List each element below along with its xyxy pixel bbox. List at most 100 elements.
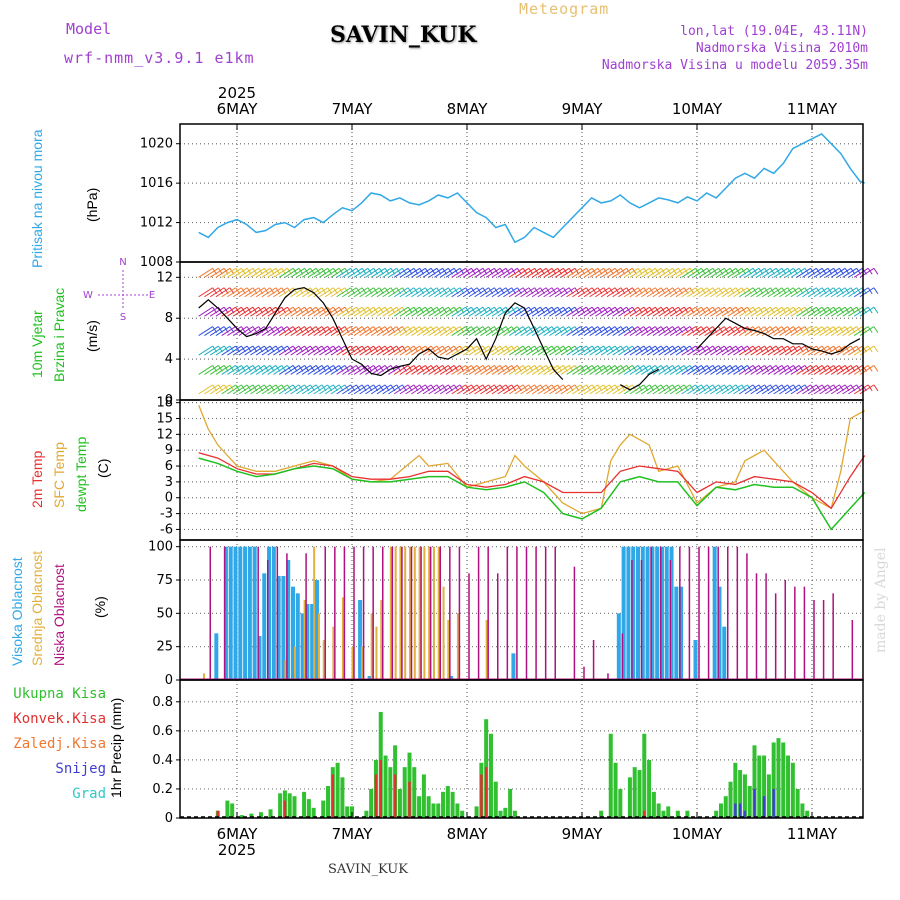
precip-bar-0: [747, 786, 752, 818]
wind-barb: [744, 345, 760, 356]
wind-barb: [738, 306, 754, 317]
precip-bar-0: [488, 733, 493, 818]
wind-barb: [336, 306, 351, 317]
cloud-bar-high: [300, 613, 305, 680]
wind-barb: [825, 287, 840, 298]
wind-barb: [577, 345, 593, 356]
wind-barb: [813, 287, 829, 298]
wind-barb: [738, 345, 754, 356]
wind-barb: [382, 267, 397, 278]
wind-barb-flag: [873, 268, 879, 275]
wind-barb: [807, 384, 823, 395]
wind-barb: [382, 287, 397, 298]
wind-barb: [198, 326, 213, 337]
wind-barb: [853, 267, 869, 278]
wind-barb: [255, 326, 271, 337]
wind-barb: [296, 267, 311, 278]
cloud-bar-high: [267, 546, 272, 680]
wind-barb: [255, 287, 271, 298]
precip-bar-0: [426, 796, 431, 818]
wind-barb: [836, 287, 852, 298]
wind-barb: [284, 326, 300, 337]
wind-barb: [836, 365, 852, 375]
wind-barb: [692, 267, 708, 278]
cloud-bar-low: [679, 546, 681, 680]
wind-barb: [641, 384, 656, 395]
wind-barb: [313, 384, 328, 395]
wind-barb: [250, 345, 265, 356]
wind-barb: [612, 365, 627, 375]
wind-barb: [595, 287, 610, 298]
wind-barb: [566, 384, 581, 395]
wind-barb: [715, 345, 731, 356]
wind-barb: [290, 287, 305, 298]
cloud-bar-low: [468, 573, 470, 680]
cloud-bar-low: [382, 546, 384, 680]
wind-barb: [848, 365, 863, 375]
precip-bar-0: [321, 800, 326, 818]
wind-barb: [664, 287, 679, 298]
wind-barb: [577, 326, 593, 337]
wind-barb: [543, 267, 558, 278]
legend-freezing-rain: Zaledj.Kisa: [13, 736, 106, 752]
wind-barb: [664, 326, 679, 337]
wind-barb: [382, 384, 397, 395]
wind-barb: [503, 306, 518, 317]
wind-barb: [399, 267, 415, 278]
wind-barb: [802, 345, 817, 356]
wind-barb: [767, 306, 783, 317]
wind-barb: [761, 345, 777, 356]
wind-barb: [307, 384, 323, 395]
wind-speed-line-1: [620, 368, 659, 391]
wind-barb: [733, 306, 748, 317]
wind-barb: [393, 287, 409, 298]
wind-barb: [589, 365, 604, 375]
cloud-bar-high: [645, 546, 650, 680]
wind-barb: [319, 326, 334, 337]
wind-barb: [232, 384, 248, 395]
wind-barb: [612, 326, 627, 337]
wind-barb: [554, 345, 570, 356]
wind-barb: [652, 287, 668, 298]
precip-bar-0: [781, 742, 786, 818]
wind-barb: [485, 306, 501, 317]
wind-barb: [813, 306, 829, 317]
y-tick-label: 4: [165, 352, 173, 367]
y-tick-label: 0: [165, 811, 173, 826]
precip-bar-0: [417, 796, 422, 818]
wind-barb: [715, 306, 731, 317]
wind-barb: [278, 345, 294, 356]
temp-2m-line: [198, 452, 866, 510]
wind-barb: [796, 365, 811, 375]
wind-barb: [819, 267, 834, 278]
cloud-bar-high: [252, 546, 257, 680]
cloud-bar-high: [233, 546, 238, 680]
cloud-bar-mid: [375, 626, 378, 680]
wind-barb: [250, 306, 265, 317]
wind-barb: [485, 287, 501, 298]
wind-barb: [255, 365, 271, 375]
wind-barb: [388, 306, 403, 317]
wind-barb: [583, 345, 599, 356]
y-tick-label: 100: [148, 540, 173, 555]
wind-barb: [566, 287, 581, 298]
cloud-bar-low: [487, 546, 489, 680]
precip-bar-0: [388, 767, 393, 818]
wind-barb: [549, 384, 564, 395]
wind-barb: [761, 365, 777, 375]
wind-barb: [554, 326, 570, 337]
wind-barb: [319, 287, 334, 298]
cloud-bar-high: [247, 546, 252, 680]
wind-barb: [583, 384, 599, 395]
wind-barb: [376, 326, 392, 337]
cloud-bar-low: [257, 546, 259, 680]
wind-barb: [612, 267, 627, 278]
cloud-bar-low: [774, 593, 777, 680]
wind-barb: [267, 306, 282, 317]
wind-barb: [399, 287, 415, 298]
precip-bar-0: [455, 803, 460, 818]
cloud-bar-high: [655, 546, 660, 680]
wind-barb: [629, 306, 645, 317]
wind-barb: [669, 384, 685, 395]
wind-barb: [681, 345, 696, 356]
